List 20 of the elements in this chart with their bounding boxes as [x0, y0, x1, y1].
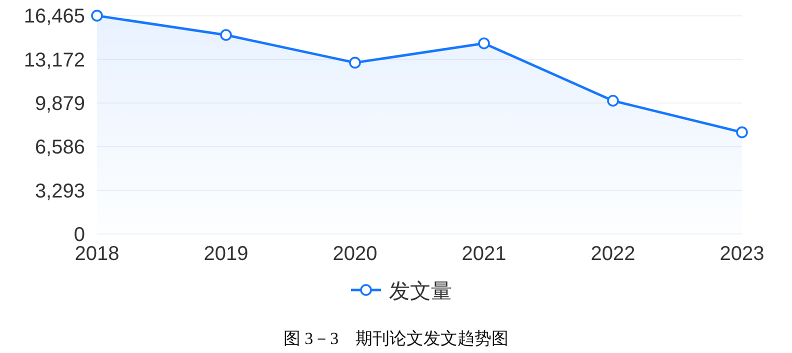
point: [607, 94, 619, 107]
x-tick-label: 2018: [74, 243, 120, 265]
x-tick-label: 2019: [204, 243, 248, 265]
y-tick-label: 0: [74, 224, 85, 246]
y-tick-label: 3,293: [34, 180, 85, 202]
x-tick-label: 2023: [720, 243, 764, 265]
point: [91, 10, 103, 22]
x-tick-label: 2020: [332, 243, 378, 265]
point: [478, 37, 490, 50]
y-tick-label: 6,586: [34, 136, 85, 159]
point: [220, 29, 232, 41]
y-tick-label: 13,172: [24, 49, 85, 72]
x-tick-label: 2022: [590, 243, 636, 265]
x-tick-label: 2021: [462, 243, 506, 265]
point: [736, 126, 748, 138]
point: [349, 56, 361, 69]
caption: 图 3－3 期刊论文发文趋势图: [283, 329, 509, 348]
y-tick-label: 9,879: [34, 93, 85, 116]
legend-label: 发文量: [389, 280, 452, 303]
y-tick-label: 16,465: [24, 6, 85, 28]
